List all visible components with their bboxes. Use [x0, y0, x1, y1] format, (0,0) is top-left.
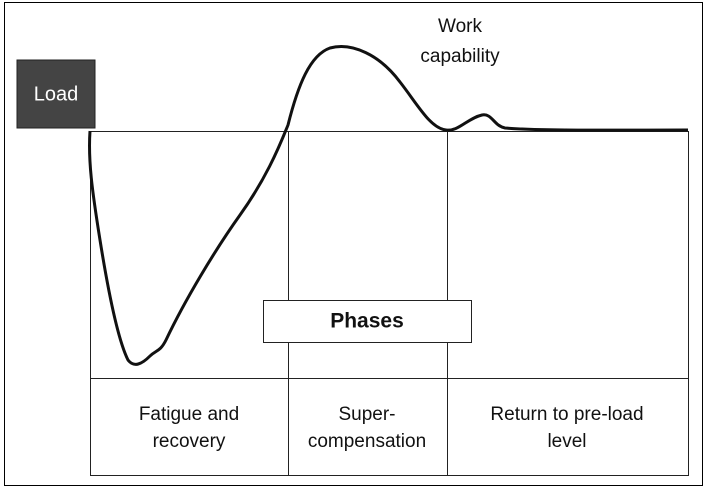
- phase-label: compensation: [308, 431, 426, 452]
- annotation-line: capability: [420, 46, 500, 67]
- phase-label: Super-: [338, 404, 395, 425]
- phase-label: Return to pre-load: [490, 404, 643, 425]
- frame: [4, 2, 703, 486]
- phase-label: Fatigue and: [139, 404, 239, 425]
- work-capability-curve: [87, 45, 689, 366]
- phase-label: recovery: [153, 431, 226, 452]
- phase-label: level: [547, 431, 586, 452]
- load-box: [16, 59, 96, 129]
- load-label: Load: [34, 83, 79, 105]
- phases-label: Phases: [330, 310, 404, 333]
- annotation-line: Work: [438, 16, 482, 37]
- phases-box: [263, 300, 472, 343]
